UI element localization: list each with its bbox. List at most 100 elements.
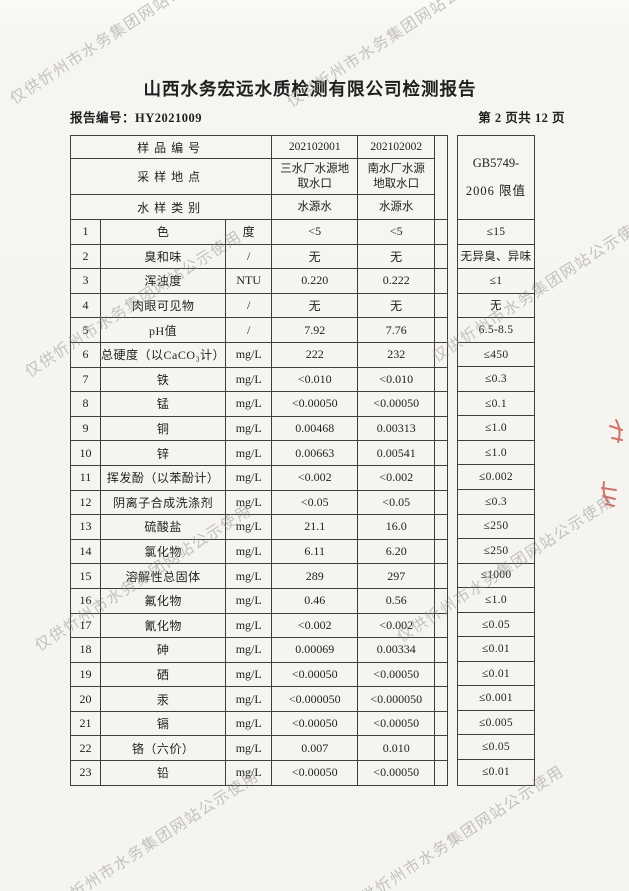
row-number-cell: 18 [70, 637, 101, 663]
limit-value: ≤0.001 [458, 686, 534, 711]
parameter-name: 镉 [99, 710, 227, 737]
parameter-name: 氯化物 [99, 538, 227, 565]
unit-cell: mg/L [225, 686, 273, 712]
sample1-value: 无 [271, 292, 359, 319]
limit-value: ≤0.05 [458, 613, 534, 638]
limit-value: ≤0.002 [458, 465, 534, 491]
sample2-value: 7.76 [357, 317, 436, 343]
limit-value: 6.5-8.5 [458, 318, 534, 343]
unit-cell: mg/L [225, 587, 273, 614]
unit-cell: / [225, 317, 273, 343]
spacer-cell [434, 341, 449, 368]
unit-cell: NTU [225, 268, 273, 294]
spacer-cell [434, 440, 449, 466]
limit-header-line1: GB5749- [472, 156, 520, 170]
sample1-value: <0.002 [271, 464, 359, 491]
unit-cell: mg/L [225, 514, 273, 540]
sample2-value: <0.002 [357, 612, 436, 639]
report-number: 报告编号：HY2021009 [70, 111, 203, 125]
limit-value: ≤0.01 [458, 637, 534, 662]
limit-value: 无 [458, 294, 534, 319]
header-type-1: 水源水 [271, 194, 359, 220]
sample1-value: <0.00050 [271, 710, 359, 737]
limit-value: ≤1.0 [458, 441, 534, 466]
spacer-cell [434, 760, 449, 786]
sample1-value: <0.002 [271, 612, 359, 639]
table-row: 6 总硬度（以CaCO₃计） mg/L 222 232 [70, 341, 449, 368]
table-row: 9 铜 mg/L 0.00468 0.00313 [70, 415, 449, 442]
header-site-2: 南水厂水源地取水口 [357, 158, 436, 195]
limit-value: ≤0.3 [458, 490, 534, 515]
unit-cell: 度 [225, 219, 273, 245]
sample2-value: <5 [357, 219, 436, 245]
unit-cell: mg/L [225, 563, 273, 589]
spacer-cell [434, 317, 449, 343]
spacer-cell [434, 661, 449, 688]
spacer-cell [434, 464, 449, 491]
limit-value: ≤15 [458, 220, 534, 245]
parameter-name: pH值 [99, 317, 227, 343]
parameter-name: 色 [99, 219, 227, 245]
parameter-name: 铅 [99, 760, 227, 786]
sample1-value: 289 [271, 563, 359, 589]
row-number-cell: 5 [70, 317, 101, 343]
table-row: 19 硒 mg/L <0.00050 <0.00050 [70, 661, 449, 688]
row-number-cell: 14 [70, 538, 101, 565]
parameter-name: 氟化物 [99, 587, 227, 614]
table-row: 2 臭和味 / 无 无 [70, 243, 449, 270]
sample1-value: 0.00663 [271, 440, 359, 466]
unit-cell: mg/L [225, 538, 273, 565]
table-row: 5 pH值 / 7.92 7.76 [70, 317, 449, 343]
sample2-value: 0.222 [357, 268, 436, 294]
unit-cell: mg/L [225, 464, 273, 491]
sample1-value: 21.1 [271, 514, 359, 540]
row-number-cell: 13 [70, 514, 101, 540]
table-row: 20 汞 mg/L <0.000050 <0.000050 [70, 686, 449, 712]
sample1-value: <0.05 [271, 489, 359, 516]
table-row: 1 色 度 <5 <5 [70, 219, 449, 245]
sample2-value: 0.00541 [357, 440, 436, 466]
sample1-value: <0.00050 [271, 661, 359, 688]
header-site-label: 采样地点 [69, 158, 273, 195]
row-number-cell: 3 [70, 268, 101, 294]
page-title: 山西水务宏远水质检测有限公司检测报告 [143, 79, 477, 99]
spacer-cell [434, 489, 449, 516]
row-number-cell: 23 [70, 760, 101, 786]
report-meta-row: 报告编号：HY2021009 第 2 页共 12 页 [70, 107, 565, 126]
limit-value: ≤1000 [458, 564, 534, 589]
header-sample-no-1: 202102001 [271, 135, 359, 159]
limit-value: ≤450 [458, 343, 534, 368]
results-table: 样品编号 202102001 202102002 采样地点 三水厂水源地取水口 … [69, 135, 449, 786]
unit-cell: mg/L [225, 440, 273, 466]
table-row: 15 溶解性总固体 mg/L 289 297 [70, 563, 449, 589]
limit-column-header: GB5749- 2006 限值 [458, 136, 534, 220]
spacer-cell [434, 243, 449, 270]
spacer-cell [434, 415, 449, 442]
sample1-value: <5 [271, 219, 359, 245]
sample1-value: 0.46 [271, 587, 359, 614]
sample2-value: 0.00313 [357, 415, 436, 442]
unit-cell: mg/L [225, 735, 273, 762]
spacer-cell [434, 686, 449, 712]
row-number-cell: 11 [70, 464, 101, 491]
unit-cell: mg/L [225, 612, 273, 639]
spacer-cell [434, 268, 449, 294]
sample2-value: <0.00050 [357, 391, 436, 417]
spacer-cell [434, 391, 449, 417]
table-row: 8 锰 mg/L <0.00050 <0.00050 [70, 391, 449, 417]
unit-cell: mg/L [225, 489, 273, 516]
sample1-value: 0.00468 [271, 415, 359, 442]
header-sample-no-label: 样品编号 [69, 135, 273, 159]
sample1-value: 222 [271, 341, 359, 368]
parameter-name: 阴离子合成洗涤剂 [99, 489, 227, 516]
spacer-cell [434, 587, 449, 614]
sample2-value: 297 [357, 563, 436, 589]
table-row: 13 硫酸盐 mg/L 21.1 16.0 [70, 514, 449, 540]
parameter-name: 臭和味 [99, 243, 227, 270]
row-number-cell: 2 [70, 243, 101, 270]
table-row: 7 铁 mg/L <0.010 <0.010 [70, 366, 449, 393]
spacer-cell [434, 514, 449, 540]
unit-cell: / [225, 243, 273, 270]
spacer-cell [434, 710, 449, 737]
parameter-name: 铁 [99, 366, 227, 393]
